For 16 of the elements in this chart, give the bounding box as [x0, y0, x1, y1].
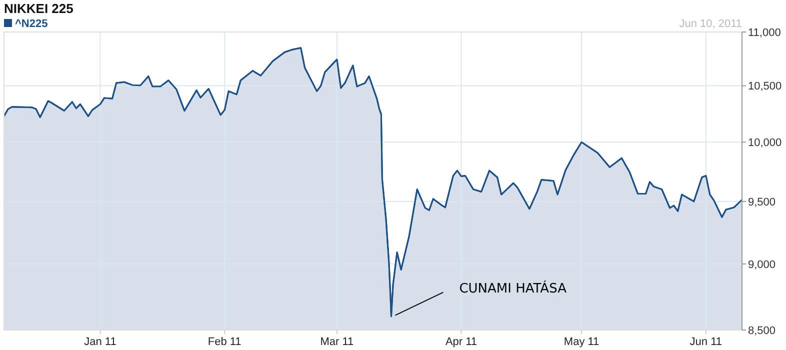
x-tick-label: Jan 11	[84, 336, 116, 348]
y-tick-label: 9,000	[748, 258, 776, 271]
y-tick-label: 9,500	[748, 196, 776, 208]
text: Jun 10, 2011	[679, 18, 742, 30]
y-tick-label: 10,000	[748, 137, 782, 150]
y-tick-label: 11,000	[748, 26, 781, 39]
chart-title: NIKKEI 225	[4, 1, 74, 16]
x-tick-label: Apr 11	[445, 336, 478, 348]
y-tick-label: 10,500	[748, 80, 782, 93]
x-tick-label: Mar 11	[320, 336, 354, 348]
y-tick-label: 8,500	[748, 324, 776, 337]
legend-label: ^N225	[15, 18, 48, 30]
x-tick-label: May 11	[564, 336, 600, 348]
x-tick-label: Feb 11	[208, 336, 242, 348]
annotation: CUNAMI HATÁSA	[459, 279, 567, 296]
x-tick-label: Jun 11	[690, 336, 722, 348]
